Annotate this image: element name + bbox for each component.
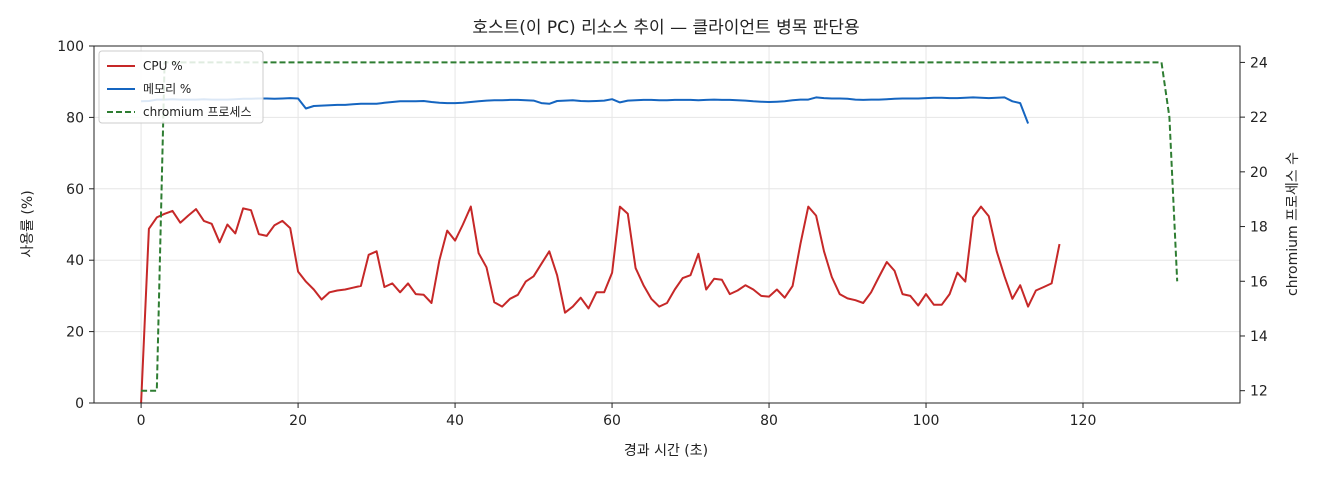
y-tick-label: 80 <box>66 110 84 126</box>
y2-tick-label: 14 <box>1250 329 1268 345</box>
x-tick-label: 0 <box>137 413 146 429</box>
y-tick-label: 20 <box>66 325 84 341</box>
x-axis: 0 20 40 60 80 100 120 <box>137 403 1097 429</box>
y-tick-label: 0 <box>75 396 84 412</box>
x-tick-label: 120 <box>1070 413 1097 429</box>
y2-tick-label: 12 <box>1250 384 1268 400</box>
y-tick-label: 100 <box>57 39 84 55</box>
y2-tick-label: 22 <box>1250 110 1268 126</box>
y-axis-right: 12 14 16 18 20 22 24 <box>1240 55 1268 400</box>
axes-frame <box>93 45 1241 404</box>
x-axis-label: 경과 시간 (초) <box>624 443 708 459</box>
legend-label: chromium 프로세스 <box>143 105 252 119</box>
legend: CPU % 메모리 % chromium 프로세스 <box>98 50 264 124</box>
y2-tick-label: 20 <box>1250 165 1268 181</box>
x-tick-label: 20 <box>289 413 307 429</box>
x-tick-label: 60 <box>603 413 621 429</box>
y2-tick-label: 24 <box>1250 55 1268 71</box>
y-axis-label: 사용률 (%) <box>20 190 36 257</box>
legend-label: 메모리 % <box>143 82 191 96</box>
y2-tick-label: 16 <box>1250 274 1268 290</box>
y2-axis-label: chromium 프로세스 수 <box>1285 152 1301 296</box>
x-tick-label: 80 <box>760 413 778 429</box>
y-tick-label: 40 <box>66 253 84 269</box>
series-line-0 <box>140 205 1061 404</box>
series-line-1 <box>141 96 1030 124</box>
y-tick-label: 60 <box>66 182 84 198</box>
chart-title: 호스트(이 PC) 리소스 추이 — 클라이언트 병목 판단용 <box>472 18 859 38</box>
x-tick-label: 40 <box>446 413 464 429</box>
legend-box <box>98 50 264 124</box>
y-axis-left: 0 20 40 60 80 100 <box>57 39 94 412</box>
x-tick-label: 100 <box>913 413 940 429</box>
series-line-2 <box>141 61 1179 392</box>
y2-tick-label: 18 <box>1250 220 1268 236</box>
legend-label: CPU % <box>143 59 183 73</box>
plot-area <box>140 61 1179 404</box>
